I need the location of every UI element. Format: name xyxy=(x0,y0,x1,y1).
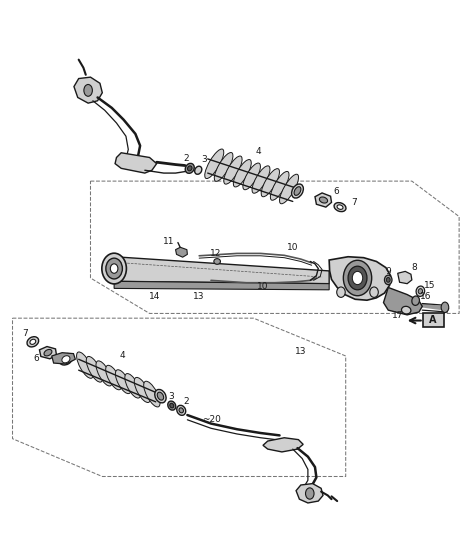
Polygon shape xyxy=(114,257,329,284)
Ellipse shape xyxy=(224,156,242,184)
Text: 13: 13 xyxy=(193,292,205,301)
Text: 4: 4 xyxy=(120,351,126,360)
Text: 12: 12 xyxy=(210,249,221,258)
Ellipse shape xyxy=(441,302,449,312)
Text: 8: 8 xyxy=(411,263,417,272)
Text: 13: 13 xyxy=(295,347,307,356)
Text: 2: 2 xyxy=(183,398,189,406)
Ellipse shape xyxy=(352,271,363,285)
Ellipse shape xyxy=(59,354,73,365)
Polygon shape xyxy=(263,438,303,452)
Ellipse shape xyxy=(77,352,93,378)
Text: 14: 14 xyxy=(149,292,160,301)
Ellipse shape xyxy=(102,253,127,284)
Ellipse shape xyxy=(168,401,176,410)
Text: 6: 6 xyxy=(333,187,339,196)
Text: 2: 2 xyxy=(183,155,189,163)
Ellipse shape xyxy=(418,289,422,294)
Ellipse shape xyxy=(370,287,378,297)
Ellipse shape xyxy=(280,174,299,203)
Polygon shape xyxy=(115,153,156,173)
Text: A: A xyxy=(429,315,437,325)
Ellipse shape xyxy=(134,378,150,403)
Text: 7: 7 xyxy=(22,329,28,338)
Ellipse shape xyxy=(294,187,301,195)
Polygon shape xyxy=(74,77,102,103)
FancyBboxPatch shape xyxy=(423,313,444,327)
Ellipse shape xyxy=(412,296,419,305)
Text: 6: 6 xyxy=(33,354,39,363)
Ellipse shape xyxy=(252,166,270,193)
Polygon shape xyxy=(315,193,331,207)
Ellipse shape xyxy=(384,275,392,285)
Ellipse shape xyxy=(319,197,328,203)
Ellipse shape xyxy=(214,259,220,264)
Ellipse shape xyxy=(144,381,160,407)
Polygon shape xyxy=(296,484,323,503)
Text: 11: 11 xyxy=(163,237,174,246)
Text: 4: 4 xyxy=(255,147,261,156)
Ellipse shape xyxy=(179,408,183,413)
Polygon shape xyxy=(52,353,75,364)
Ellipse shape xyxy=(96,361,112,386)
Ellipse shape xyxy=(306,488,314,499)
Polygon shape xyxy=(329,257,391,300)
Text: 7: 7 xyxy=(351,198,357,207)
Ellipse shape xyxy=(243,163,260,190)
Ellipse shape xyxy=(106,258,122,279)
Ellipse shape xyxy=(195,166,202,174)
Ellipse shape xyxy=(62,356,70,363)
Ellipse shape xyxy=(106,365,121,390)
Ellipse shape xyxy=(416,286,425,296)
Ellipse shape xyxy=(110,264,118,273)
Text: 10: 10 xyxy=(257,281,269,291)
Text: ~20: ~20 xyxy=(201,415,220,424)
Ellipse shape xyxy=(343,260,372,296)
Text: 3: 3 xyxy=(168,392,173,401)
Ellipse shape xyxy=(270,171,289,200)
Ellipse shape xyxy=(261,168,280,197)
Ellipse shape xyxy=(334,202,346,212)
Ellipse shape xyxy=(348,266,367,290)
Text: 3: 3 xyxy=(201,155,207,165)
Ellipse shape xyxy=(115,370,131,394)
Text: 10: 10 xyxy=(287,244,299,252)
Polygon shape xyxy=(398,271,412,284)
Ellipse shape xyxy=(401,306,411,314)
Text: 17: 17 xyxy=(392,311,403,320)
Ellipse shape xyxy=(337,287,345,297)
Ellipse shape xyxy=(386,277,390,282)
Ellipse shape xyxy=(84,85,92,96)
Ellipse shape xyxy=(170,403,174,408)
Ellipse shape xyxy=(44,349,52,356)
Ellipse shape xyxy=(292,184,303,198)
Polygon shape xyxy=(114,281,329,290)
Text: 15: 15 xyxy=(424,281,436,290)
Polygon shape xyxy=(175,247,187,257)
Ellipse shape xyxy=(27,337,39,347)
Ellipse shape xyxy=(155,389,166,403)
Ellipse shape xyxy=(177,405,186,415)
Ellipse shape xyxy=(30,339,36,344)
Ellipse shape xyxy=(188,166,192,171)
Ellipse shape xyxy=(337,205,343,210)
Ellipse shape xyxy=(185,163,194,173)
Polygon shape xyxy=(39,346,56,359)
Ellipse shape xyxy=(233,160,251,187)
Text: 16: 16 xyxy=(420,292,432,301)
Ellipse shape xyxy=(205,149,224,178)
Ellipse shape xyxy=(86,356,102,382)
Polygon shape xyxy=(383,287,422,315)
Text: 9: 9 xyxy=(385,267,391,276)
Ellipse shape xyxy=(214,152,233,181)
Ellipse shape xyxy=(157,392,164,400)
Ellipse shape xyxy=(125,374,141,398)
